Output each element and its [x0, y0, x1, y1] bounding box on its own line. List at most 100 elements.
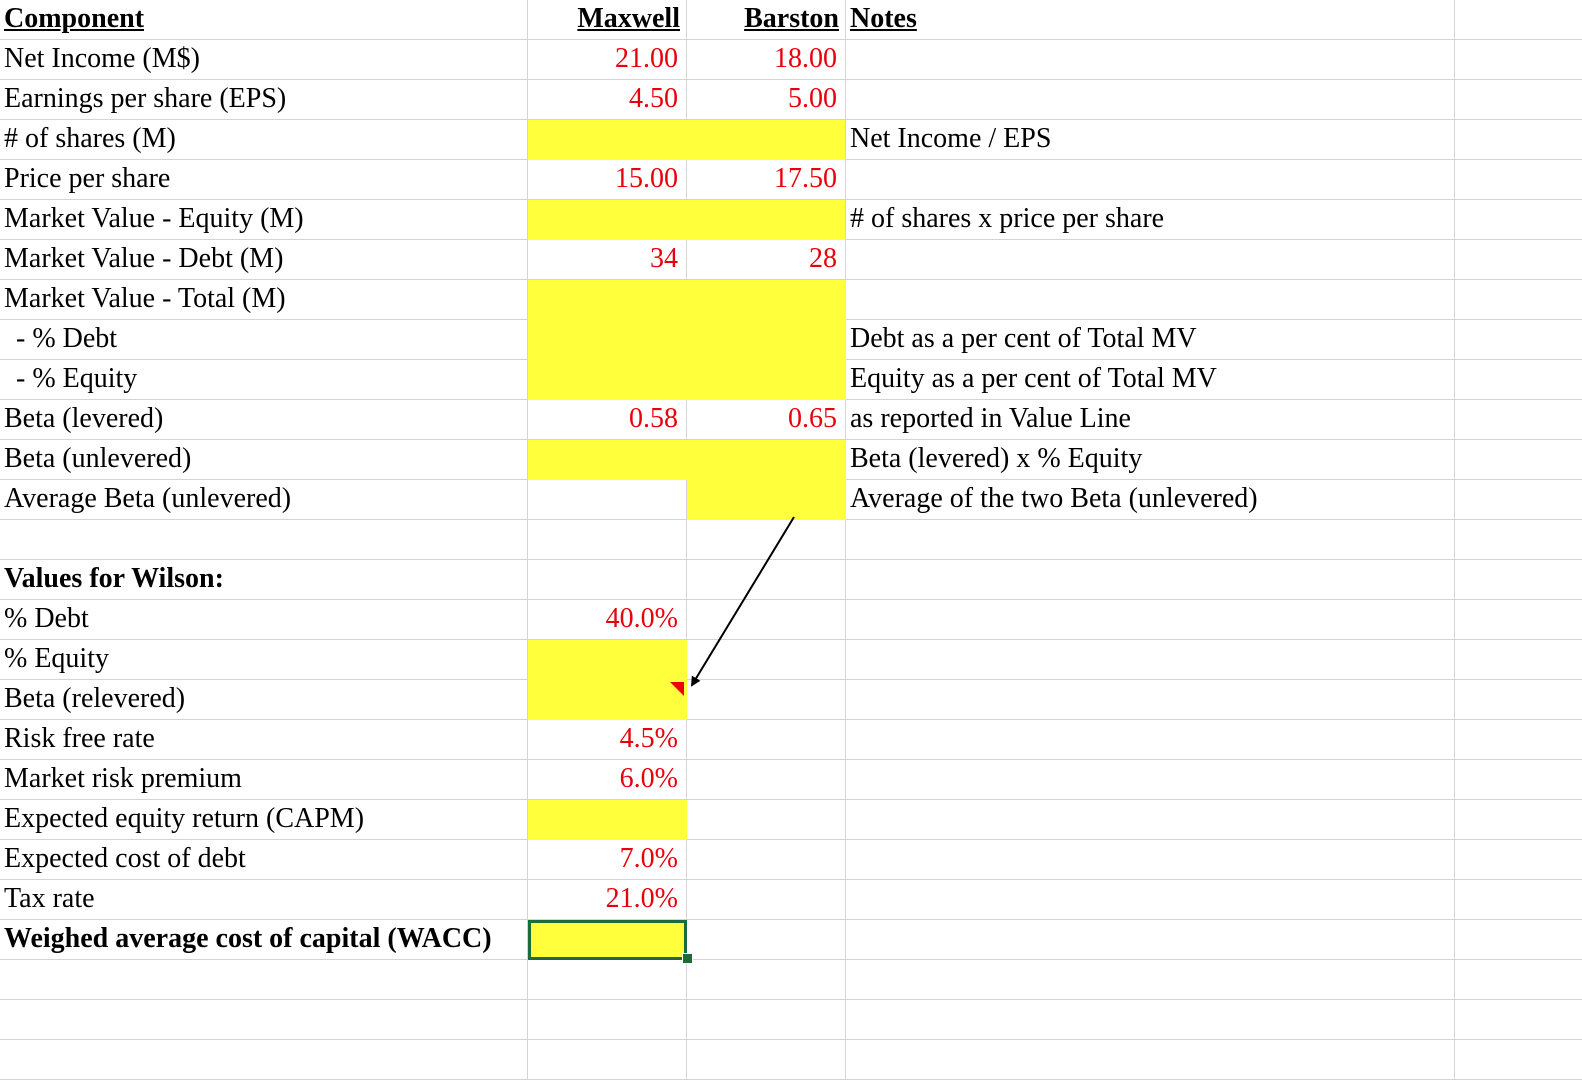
wilson-value[interactable] [528, 680, 687, 720]
maxwell-value[interactable]: 4.50 [528, 80, 687, 120]
empty-cell[interactable] [846, 720, 1455, 760]
note-cell[interactable] [846, 280, 1455, 320]
row-label[interactable]: Price per share [0, 160, 528, 200]
maxwell-value[interactable] [528, 280, 687, 320]
wilson-label[interactable]: % Equity [0, 640, 528, 680]
empty-cell[interactable] [1455, 800, 1582, 840]
note-cell[interactable] [846, 80, 1455, 120]
row-label[interactable]: # of shares (M) [0, 120, 528, 160]
empty-cell[interactable] [1455, 880, 1582, 920]
empty-cell[interactable] [846, 520, 1455, 560]
note-cell[interactable]: Debt as a per cent of Total MV [846, 320, 1455, 360]
wilson-value[interactable] [528, 640, 687, 680]
empty-cell[interactable] [846, 1040, 1455, 1080]
maxwell-value[interactable] [528, 320, 687, 360]
wilson-value[interactable]: 40.0% [528, 600, 687, 640]
empty-cell[interactable] [687, 520, 846, 560]
empty-cell[interactable] [687, 880, 846, 920]
comment-indicator-icon[interactable] [670, 682, 684, 696]
empty-cell[interactable] [1455, 920, 1582, 960]
empty-cell[interactable] [846, 680, 1455, 720]
maxwell-value[interactable]: 15.00 [528, 160, 687, 200]
empty-cell[interactable] [1455, 40, 1582, 80]
row-label[interactable]: Market Value - Total (M) [0, 280, 528, 320]
barston-value[interactable]: 18.00 [687, 40, 846, 80]
note-cell[interactable]: Equity as a per cent of Total MV [846, 360, 1455, 400]
empty-cell[interactable] [1455, 840, 1582, 880]
empty-cell[interactable] [1455, 960, 1582, 1000]
wilson-label[interactable]: Expected equity return (CAPM) [0, 800, 528, 840]
maxwell-value[interactable] [528, 200, 687, 240]
wilson-label[interactable]: Weighed average cost of capital (WACC) [0, 920, 528, 960]
row-label[interactable]: Market Value - Debt (M) [0, 240, 528, 280]
empty-cell[interactable] [687, 960, 846, 1000]
note-cell[interactable]: Net Income / EPS [846, 120, 1455, 160]
empty-cell[interactable] [1455, 360, 1582, 400]
empty-cell[interactable] [846, 1000, 1455, 1040]
empty-cell[interactable] [846, 800, 1455, 840]
empty-cell[interactable] [528, 560, 687, 600]
wilson-label[interactable]: Tax rate [0, 880, 528, 920]
barston-value[interactable]: 17.50 [687, 160, 846, 200]
wilson-value[interactable]: 4.5% [528, 720, 687, 760]
row-label[interactable]: Beta (levered) [0, 400, 528, 440]
row-label[interactable]: Net Income (M$) [0, 40, 528, 80]
empty-cell[interactable] [1455, 1000, 1582, 1040]
maxwell-value[interactable]: 21.00 [528, 40, 687, 80]
empty-cell[interactable] [1455, 560, 1582, 600]
maxwell-value[interactable] [528, 440, 687, 480]
empty-cell[interactable] [846, 640, 1455, 680]
note-cell[interactable]: # of shares x price per share [846, 200, 1455, 240]
empty-cell[interactable] [687, 640, 846, 680]
barston-value[interactable] [687, 440, 846, 480]
empty-cell[interactable] [528, 1040, 687, 1080]
maxwell-value[interactable]: 0.58 [528, 400, 687, 440]
empty-cell[interactable] [687, 1040, 846, 1080]
average-beta-value[interactable] [687, 480, 846, 520]
empty-cell[interactable] [846, 560, 1455, 600]
wacc-value-selected-cell[interactable] [528, 920, 687, 960]
empty-cell[interactable] [1455, 720, 1582, 760]
empty-cell[interactable] [1455, 600, 1582, 640]
empty-cell[interactable] [1455, 400, 1582, 440]
barston-value[interactable] [687, 200, 846, 240]
wilson-label[interactable]: Market risk premium [0, 760, 528, 800]
barston-value[interactable]: 5.00 [687, 80, 846, 120]
empty-cell[interactable] [1455, 480, 1582, 520]
row-label[interactable]: Beta (unlevered) [0, 440, 528, 480]
empty-cell[interactable] [846, 920, 1455, 960]
empty-cell[interactable] [1455, 1040, 1582, 1080]
empty-cell[interactable] [1455, 200, 1582, 240]
empty-cell[interactable] [1455, 160, 1582, 200]
empty-cell[interactable] [687, 760, 846, 800]
note-cell[interactable]: Average of the two Beta (unlevered) [846, 480, 1455, 520]
barston-value[interactable]: 28 [687, 240, 846, 280]
empty-cell[interactable] [1455, 240, 1582, 280]
note-cell[interactable]: as reported in Value Line [846, 400, 1455, 440]
empty-cell[interactable] [0, 520, 528, 560]
wilson-label[interactable]: Beta (relevered) [0, 680, 528, 720]
fill-handle[interactable] [682, 953, 693, 964]
empty-cell[interactable] [1455, 120, 1582, 160]
header-barston[interactable]: Barston [687, 0, 846, 40]
barston-value[interactable]: 0.65 [687, 400, 846, 440]
barston-value[interactable] [687, 280, 846, 320]
empty-cell[interactable] [1455, 640, 1582, 680]
header-maxwell[interactable]: Maxwell [528, 0, 687, 40]
note-cell[interactable] [846, 240, 1455, 280]
note-cell[interactable]: Beta (levered) x % Equity [846, 440, 1455, 480]
row-label[interactable]: Earnings per share (EPS) [0, 80, 528, 120]
empty-cell[interactable] [846, 600, 1455, 640]
row-label[interactable]: Average Beta (unlevered) [0, 480, 528, 520]
wilson-label[interactable]: Risk free rate [0, 720, 528, 760]
empty-cell[interactable] [1455, 760, 1582, 800]
empty-cell[interactable] [687, 600, 846, 640]
wilson-section-title[interactable]: Values for Wilson: [0, 560, 528, 600]
empty-cell[interactable] [687, 560, 846, 600]
barston-value[interactable] [687, 320, 846, 360]
empty-cell[interactable] [846, 960, 1455, 1000]
wilson-label[interactable]: % Debt [0, 600, 528, 640]
empty-cell[interactable] [528, 1000, 687, 1040]
note-cell[interactable] [846, 40, 1455, 80]
empty-cell[interactable] [0, 1000, 528, 1040]
